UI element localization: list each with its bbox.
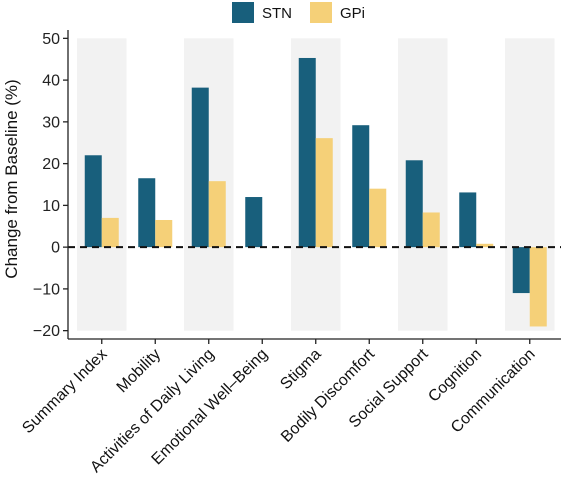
bars xyxy=(84,57,547,327)
y-tick-label: −10 xyxy=(33,281,60,298)
y-tick-label: −20 xyxy=(33,323,60,340)
y-axis-title: Change from Baseline (%) xyxy=(2,79,21,278)
bar-stn-6 xyxy=(405,160,423,248)
x-category-label: Mobility xyxy=(114,346,164,396)
bar-stn-2 xyxy=(191,87,209,248)
legend-swatch-gpi xyxy=(310,2,332,23)
bar-stn-4 xyxy=(298,57,316,248)
y-tick-label: 50 xyxy=(42,31,60,48)
legend-swatch-stn xyxy=(232,2,254,23)
bar-gpi-2 xyxy=(208,181,226,248)
x-category-label: Bodily Discomfort xyxy=(278,345,378,445)
y-axis-ticks: −20 −10 0 10 20 30 40 50 xyxy=(33,31,68,340)
bar-stn-1 xyxy=(138,178,156,248)
legend-label-gpi: GPi xyxy=(340,5,365,22)
bar-stn-3 xyxy=(245,197,263,248)
y-tick-label: 40 xyxy=(42,73,60,90)
x-category-label: Stigma xyxy=(277,346,324,393)
y-tick-label: 20 xyxy=(42,156,60,173)
legend: STN GPi xyxy=(232,2,365,23)
bar-gpi-1 xyxy=(155,219,173,248)
axes xyxy=(67,30,561,340)
y-tick-label: 0 xyxy=(51,240,60,257)
bar-gpi-5 xyxy=(369,188,387,248)
y-tick-label: 10 xyxy=(42,198,60,215)
bar-gpi-0 xyxy=(101,217,119,248)
bar-gpi-6 xyxy=(422,212,440,248)
bar-gpi-4 xyxy=(315,138,333,248)
bar-gpi-7 xyxy=(476,243,494,248)
bar-stn-7 xyxy=(459,192,477,248)
legend-label-stn: STN xyxy=(262,5,292,22)
bar-stn-8 xyxy=(512,247,530,294)
y-tick-label: 30 xyxy=(42,114,60,131)
bar-gpi-8 xyxy=(529,247,547,327)
bar-stn-0 xyxy=(84,155,102,248)
x-category-label: Summary Index xyxy=(19,346,110,437)
bar-stn-5 xyxy=(352,125,370,248)
